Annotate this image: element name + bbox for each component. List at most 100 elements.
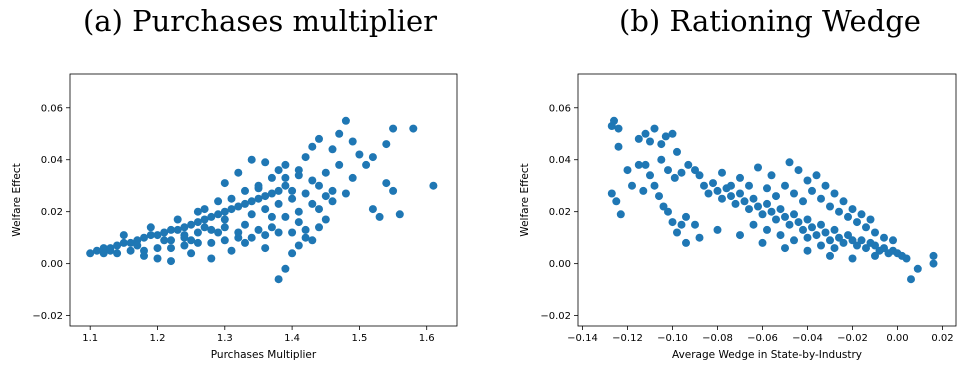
- data-point: [691, 166, 699, 175]
- data-point: [308, 142, 317, 151]
- data-point: [281, 181, 290, 190]
- data-point: [866, 215, 875, 224]
- data-point: [731, 199, 740, 208]
- data-point: [348, 173, 357, 182]
- data-point: [180, 233, 189, 242]
- data-point: [247, 155, 256, 164]
- data-point: [634, 134, 643, 143]
- data-point: [736, 189, 744, 198]
- data-point: [826, 236, 834, 245]
- data-point: [288, 186, 297, 195]
- data-point: [167, 244, 175, 253]
- x-tick-label: −0.02: [837, 333, 868, 344]
- data-point: [294, 218, 303, 227]
- data-point: [247, 197, 256, 206]
- x-tick-label: 1.3: [217, 333, 233, 344]
- data-point: [668, 218, 677, 227]
- data-point: [612, 197, 621, 206]
- data-point: [234, 168, 243, 177]
- data-point: [803, 176, 812, 185]
- data-point: [234, 228, 243, 237]
- data-point: [335, 160, 344, 169]
- data-point: [758, 210, 767, 219]
- data-point: [657, 140, 666, 149]
- data-point: [880, 233, 888, 242]
- data-point: [119, 238, 128, 247]
- data-point: [288, 228, 297, 237]
- data-point: [133, 241, 142, 250]
- x-tick-label: −0.04: [792, 333, 823, 344]
- data-point: [871, 228, 879, 237]
- data-point: [844, 231, 852, 240]
- data-point: [749, 194, 758, 203]
- data-point: [274, 228, 283, 237]
- data-point: [758, 238, 767, 247]
- data-point: [763, 225, 771, 234]
- plot-frame: [577, 73, 957, 327]
- data-point: [614, 124, 623, 133]
- data-point: [646, 137, 654, 146]
- data-point: [794, 218, 803, 227]
- data-point: [167, 236, 175, 245]
- data-point: [207, 225, 216, 234]
- y-tick-label: 0.02: [549, 207, 571, 218]
- data-point: [785, 158, 794, 167]
- data-point: [200, 215, 209, 224]
- data-point: [835, 207, 843, 216]
- data-point: [267, 212, 276, 221]
- plot-frame: [69, 73, 458, 327]
- data-point: [821, 228, 830, 237]
- data-point: [241, 238, 249, 247]
- data-point: [180, 223, 189, 232]
- data-point: [763, 199, 771, 208]
- data-point: [200, 205, 209, 214]
- data-point: [288, 249, 297, 258]
- data-point: [677, 168, 686, 177]
- data-point: [301, 225, 310, 234]
- data-point: [328, 197, 337, 206]
- data-point: [639, 186, 648, 195]
- caption-rationing-wedge: (b) Rationing Wedge: [619, 4, 921, 38]
- data-point: [808, 186, 816, 195]
- data-point: [341, 189, 350, 198]
- data-point: [799, 197, 807, 206]
- data-point: [677, 220, 686, 229]
- y-tick-label: −0.02: [540, 311, 571, 322]
- y-tick-label: 0.00: [41, 259, 63, 270]
- data-point: [220, 207, 229, 216]
- data-point: [86, 249, 95, 258]
- data-point: [328, 186, 337, 195]
- y-tick-label: 0.02: [41, 207, 63, 218]
- data-point: [409, 124, 418, 133]
- data-point: [241, 199, 249, 208]
- data-point: [160, 228, 169, 237]
- data-point: [241, 186, 249, 195]
- x-tick-label: 1.4: [284, 333, 300, 344]
- data-point: [126, 238, 135, 247]
- data-point: [821, 181, 830, 190]
- data-point: [389, 124, 398, 133]
- data-point: [321, 192, 330, 201]
- data-point: [281, 173, 290, 182]
- data-point: [670, 173, 679, 182]
- data-point: [294, 171, 303, 180]
- data-point: [200, 223, 209, 232]
- data-point: [682, 212, 690, 221]
- data-point: [848, 254, 857, 263]
- data-point: [673, 147, 681, 156]
- data-point: [929, 251, 938, 260]
- data-point: [812, 231, 821, 240]
- data-point: [812, 171, 821, 180]
- x-tick-label: 1.5: [351, 333, 367, 344]
- data-point: [655, 192, 663, 201]
- data-point: [140, 251, 148, 260]
- data-point: [889, 236, 897, 245]
- scatter-chart-rationing-wedge: −0.14 −0.12 −0.10 −0.08 −0.06 −0.04 −0.02 0.00 0…: [519, 73, 957, 361]
- data-point: [261, 231, 270, 240]
- data-point: [848, 236, 857, 245]
- data-point: [140, 233, 148, 242]
- data-point: [767, 171, 776, 180]
- data-point: [623, 166, 632, 175]
- data-point: [736, 173, 744, 182]
